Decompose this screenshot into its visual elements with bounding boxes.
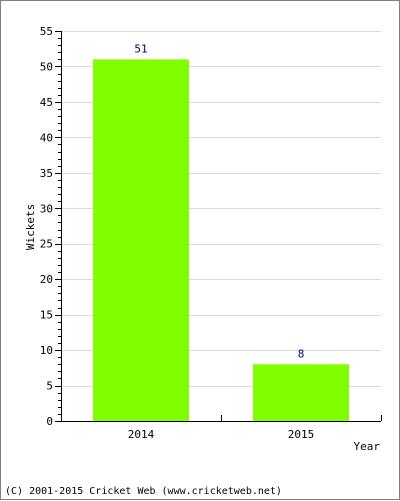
y-tick-label: 45 [40,96,53,109]
y-axis-label: Wickets [24,204,37,250]
bar [93,59,189,421]
y-tick-label: 20 [40,273,53,286]
axes [55,31,382,422]
y-tick-label: 50 [40,60,53,73]
data-label: 51 [134,42,147,55]
y-tick-label: 10 [40,344,53,357]
data-label: 8 [298,347,305,360]
y-tick-label: 25 [40,238,53,251]
x-axis-label: Year [354,440,381,453]
bars [93,59,349,421]
x-tick-label: 2015 [288,428,315,441]
y-tick-label: 35 [40,167,53,180]
y-tick-label: 55 [40,25,53,38]
y-tick-label: 5 [46,380,53,393]
labels: 51 2014 8 2015 0 5 10 15 20 25 30 35 40 45 50 55 [40,25,315,441]
y-tick-label: 15 [40,309,53,322]
copyright-footer: (C) 2001-2015 Cricket Web (www.cricketwe… [5,486,282,497]
bar [253,364,349,421]
y-tick-label: 30 [40,202,53,215]
y-tick-label: 0 [46,415,53,428]
y-tick-label: 40 [40,131,53,144]
x-tick-label: 2014 [128,428,155,441]
